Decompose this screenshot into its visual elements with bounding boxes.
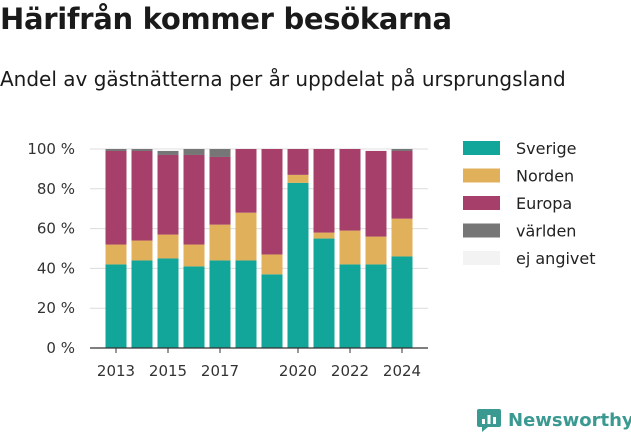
bar-segment [235,260,257,348]
bar-segment [157,258,179,348]
bar-segment [365,149,387,151]
bar-segment [287,182,309,348]
x-tick-label: 2024 [383,362,421,380]
y-tick-label: 60 % [37,220,75,238]
bar-segment [391,150,413,219]
bar-segment [131,260,153,348]
bar-segment [105,244,127,265]
bar-segment [235,212,257,261]
legend-label: ej angivet [516,249,596,268]
bar-segment [313,232,335,239]
bar-segment [157,150,179,155]
y-tick-label: 0 % [46,339,75,357]
legend-label: världen [516,222,576,241]
bar-segment [365,236,387,265]
bar-segment [157,154,179,235]
brand-logo: Newsworthy [476,407,631,433]
bar-segment [313,238,335,348]
bar-segment [391,256,413,348]
bar-segment [209,260,231,348]
bar-segment [365,264,387,348]
y-tick-label: 80 % [37,180,75,198]
y-tick-label: 20 % [37,299,75,317]
bar-segment [209,224,231,261]
x-tick-label: 2022 [331,362,369,380]
x-tick-label: 2020 [279,362,317,380]
bar-segment [339,230,361,265]
legend-label: Sverige [516,139,577,158]
x-tick-label: 2013 [97,362,135,380]
bar-segment [183,244,205,267]
legend-label: Europa [516,194,572,213]
x-tick-label: 2017 [201,362,239,380]
bar-segment [391,218,413,257]
legend-swatch [463,251,500,265]
chart-title: Härifrån kommer besökarna [0,2,452,36]
legend-swatch [463,141,500,155]
bar-segment [235,149,257,213]
bar-segment [287,174,309,183]
bar-segment [313,149,335,233]
bar-segment [157,149,179,151]
bar-segment [105,150,127,245]
legend: Sverige Norden Europa världen ej angivet [463,139,596,268]
chart-subtitle: Andel av gästnätterna per år uppdelat på… [0,67,566,91]
newsworthy-logo-icon [477,409,501,432]
bar-segment [391,149,413,151]
axes: 0 % 20 % 40 % 60 % 80 % 100 % 2013 2015 2017 2020… [27,140,428,380]
bar-segment [287,149,309,175]
legend-label: Norden [516,167,574,186]
bar-segment [131,150,153,241]
legend-swatch [463,196,500,210]
bar-segment [105,264,127,348]
bar-segment [261,254,283,275]
bar-segment [183,149,205,155]
bars [105,149,413,348]
bar-segment [157,234,179,259]
bar-segment [261,274,283,348]
bar-segment [261,149,283,255]
bar-segment [183,154,205,245]
legend-swatch [463,223,500,238]
bar-segment [105,149,127,151]
y-tick-label: 40 % [37,259,75,277]
y-tick-label: 100 % [27,140,75,158]
brand-name: Newsworthy [508,409,631,431]
bar-segment [339,149,361,231]
bar-segment [131,240,153,261]
bar-segment [183,266,205,348]
bar-segment [209,156,231,225]
bar-segment [339,264,361,348]
x-tick-label: 2015 [149,362,187,380]
legend-swatch [463,168,500,183]
bar-segment [365,150,387,237]
bar-segment [131,149,153,151]
bar-segment [209,149,231,157]
